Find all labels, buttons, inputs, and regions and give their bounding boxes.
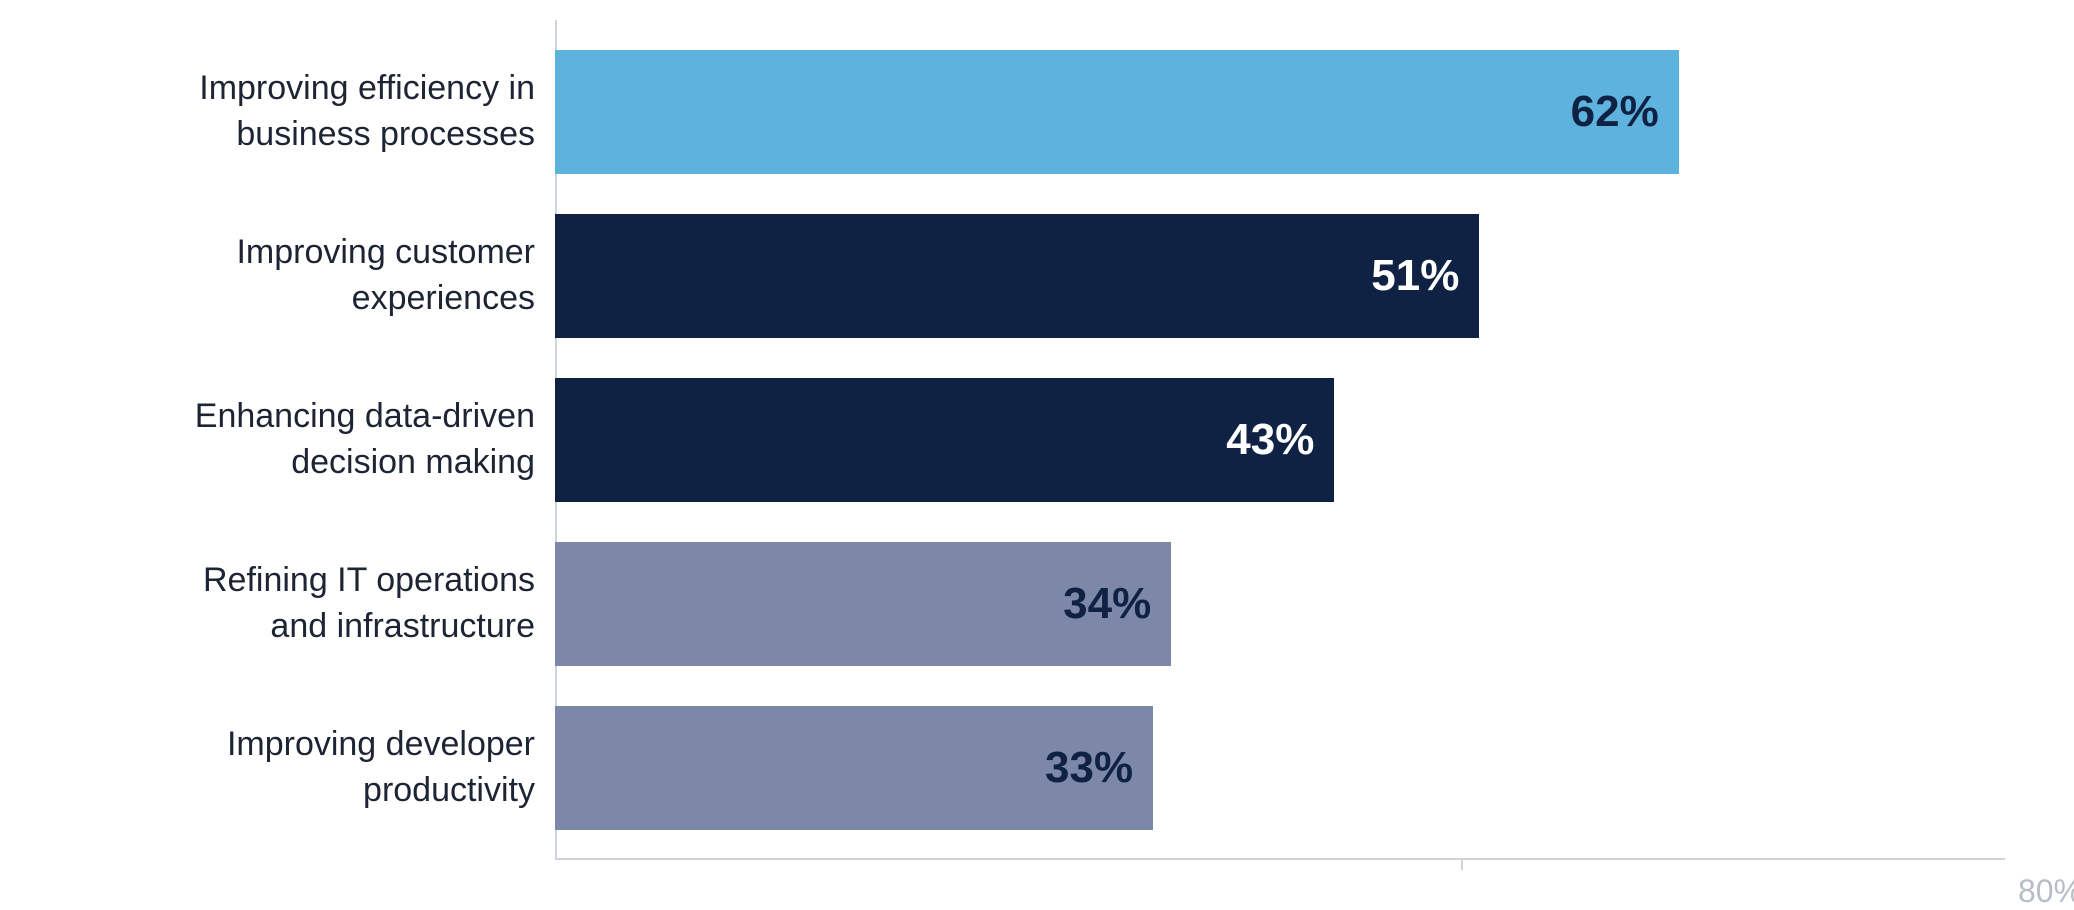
bar-label-line1: Improving developer [227, 725, 535, 763]
bar-label: Improving developer productivity [227, 722, 535, 814]
bars-area: 62% 51% 43% 34% 33% [555, 50, 2005, 830]
x-axis-line [555, 858, 2005, 860]
bar-label-line1: Improving customer [236, 233, 535, 271]
bar-value: 34% [1031, 579, 1151, 629]
bar-value: 62% [1539, 87, 1659, 137]
bar-label: Improving customer experiences [236, 230, 535, 322]
bar-label-line1: Refining IT operations [203, 561, 535, 599]
bar-label-row: Improving developer productivity [30, 706, 535, 830]
bar-label-row: Enhancing data-driven decision making [30, 378, 535, 502]
bar-label-row: Improving efficiency in business process… [30, 50, 535, 174]
bar [555, 50, 1679, 174]
bar-row: 51% [555, 214, 2005, 338]
bar-label: Refining IT operations and infrastructur… [203, 558, 535, 650]
bar-label-line2: experiences [352, 279, 535, 317]
bar-label: Improving efficiency in business process… [199, 66, 535, 158]
bar-label-line1: Improving efficiency in [199, 69, 535, 107]
bar-label-row: Improving customer experiences [30, 214, 535, 338]
bar-row: 33% [555, 706, 2005, 830]
bar-value: 33% [1013, 743, 1133, 793]
bar-label-line2: business processes [236, 115, 535, 153]
plot-area: 62% 51% 43% 34% 33% 80% [555, 20, 2005, 860]
bar-label-row: Refining IT operations and infrastructur… [30, 542, 535, 666]
bar-label-line2: decision making [291, 443, 535, 481]
bar-row: 34% [555, 542, 2005, 666]
x-axis-end-label: 80% [2018, 873, 2074, 910]
bar-value: 51% [1339, 251, 1459, 301]
x-axis-tick [1461, 860, 1463, 870]
bar-row: 62% [555, 50, 2005, 174]
bar-value: 43% [1194, 415, 1314, 465]
y-axis-labels: Improving efficiency in business process… [30, 50, 535, 830]
bar-label-line2: productivity [363, 771, 535, 809]
bar-label-line1: Enhancing data-driven [195, 397, 535, 435]
bar-chart: Improving efficiency in business process… [30, 20, 2050, 880]
bar-label: Enhancing data-driven decision making [195, 394, 535, 486]
bar-row: 43% [555, 378, 2005, 502]
bar-label-line2: and infrastructure [270, 607, 535, 645]
